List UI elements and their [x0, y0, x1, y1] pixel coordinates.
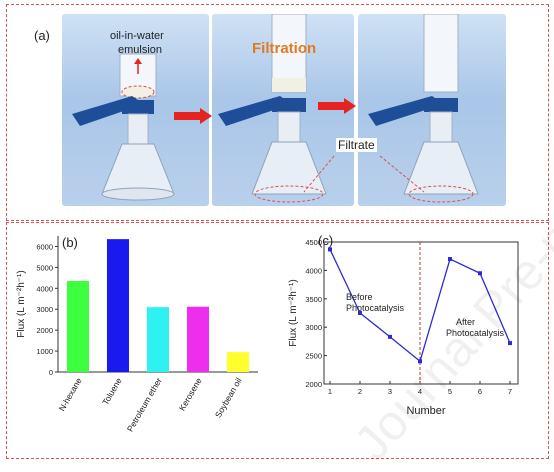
bar-petroleum-ether: [147, 307, 169, 372]
x-tick-label: 4: [418, 387, 422, 396]
right-arrow-icon-2: [318, 98, 356, 114]
y-tick-label: 4000: [36, 284, 53, 293]
data-point: [418, 359, 422, 364]
y-tick-label: 3000: [36, 305, 53, 314]
data-point: [388, 334, 392, 339]
panel-a-frame: [6, 4, 549, 221]
flux-cycle-line-chart: (c) 2000 2500 3000 3500 4000 4500 1 2 3 4 5 6 7 Before…: [288, 233, 519, 417]
data-point: [448, 257, 452, 262]
filtrate-label: Filtrate: [336, 138, 377, 152]
flux-bar-chart: (b) 0 1000 2000 3000 4000 5000 6000 N-hexane Tolu…: [16, 235, 258, 434]
photo-after-filtration: [358, 14, 506, 206]
x-tick-label: 2: [358, 387, 362, 396]
y-tick-label: 3500: [305, 295, 322, 304]
y-tick-label: 3000: [305, 323, 322, 332]
x-tick-label: Soybean oil: [213, 376, 244, 420]
y-tick-label: 2500: [305, 352, 322, 361]
filtration-label: Filtration: [252, 40, 317, 57]
emulsion-label-line2: emulsion: [118, 44, 163, 56]
x-tick-label: 5: [448, 387, 452, 396]
photo-before-filtration: oil-in-water emulsion: [62, 14, 209, 206]
x-tick-label: Kerosene: [177, 376, 204, 413]
y-tick-label: 5000: [36, 263, 53, 272]
emulsion-label-line1: oil-in-water: [110, 30, 164, 42]
y-tick-label: 2000: [36, 326, 53, 335]
y-tick-label: 1000: [36, 347, 53, 356]
annotation-before-line1: Before: [346, 292, 373, 302]
y-tick-label: 4500: [305, 238, 322, 247]
bar-soybean-oil: [227, 352, 249, 372]
y-axis-title: Flux (L m⁻²h⁻¹): [16, 270, 27, 337]
y-tick-label: 6000: [36, 242, 53, 251]
panel-c-label: (c): [318, 233, 333, 248]
data-point: [478, 271, 482, 276]
x-tick-label: Toluene: [100, 376, 124, 407]
y-tick-label: 4000: [305, 266, 322, 275]
panel-bc-frame: [6, 222, 549, 459]
y-tick-label: 0: [49, 368, 53, 377]
filtrate-pointer-lines: [303, 155, 425, 193]
annotation-after-line1: After: [456, 317, 475, 327]
x-tick-label: Petroleum ether: [125, 376, 164, 434]
plot-frame: [323, 241, 519, 385]
x-tick-label: 1: [328, 387, 332, 396]
annotation-before-line2: Photocatalysis: [346, 303, 405, 313]
x-tick-label: 7: [508, 387, 512, 396]
panel-a-label: (a): [34, 28, 50, 43]
data-point: [508, 341, 512, 346]
panel-b-label: (b): [62, 235, 78, 250]
annotation-after-line2: Photocatalysis: [446, 328, 505, 338]
data-point: [328, 247, 332, 252]
y-tick-label: 2000: [305, 380, 322, 389]
y-axis-title: Flux (L m⁻²h⁻¹): [288, 279, 299, 346]
x-axis-title: Number: [406, 405, 445, 417]
x-tick-label: 6: [478, 387, 482, 396]
bar-n-hexane: [67, 280, 89, 372]
x-tick-label: N-hexane: [57, 376, 84, 413]
right-arrow-icon-1: [174, 108, 212, 124]
data-point: [358, 311, 362, 315]
bar-kerosene: [187, 306, 209, 372]
bar-toluene: [107, 239, 129, 372]
x-tick-label: 3: [388, 387, 392, 396]
